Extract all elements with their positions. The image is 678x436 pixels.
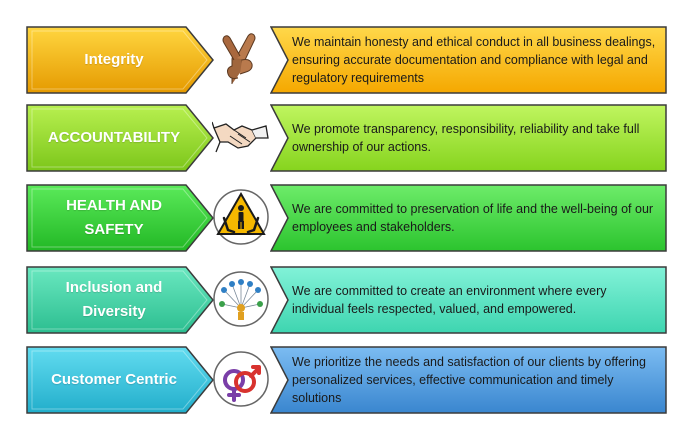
value-title: Integrity	[84, 50, 144, 68]
handshake-icon	[212, 108, 270, 166]
value-arrow: Inclusion and Diversity	[26, 266, 214, 334]
people-network-icon	[212, 270, 270, 328]
value-arrow: ACCOUNTABILITY	[26, 104, 214, 172]
value-arrow: Integrity	[26, 26, 214, 94]
value-description-box: We promote transparency, responsibility,…	[270, 104, 667, 172]
value-description-box: We maintain honesty and ethical conduct …	[270, 26, 667, 94]
value-description: We are committed to create an environmen…	[292, 283, 607, 316]
value-description: We are committed to preservation of life…	[292, 201, 654, 234]
value-arrow: HEALTH AND SAFETY	[26, 184, 214, 252]
value-description-box: We are committed to create an environmen…	[270, 266, 667, 334]
value-description: We prioritize the needs and satisfaction…	[292, 354, 646, 405]
crossed-fingers-icon	[212, 30, 270, 88]
value-title: Customer Centric	[51, 370, 177, 388]
value-arrow: Customer Centric	[26, 346, 214, 414]
value-description: We maintain honesty and ethical conduct …	[292, 34, 656, 85]
value-description-box: We are committed to preservation of life…	[270, 184, 667, 252]
value-description: We promote transparency, responsibility,…	[292, 121, 640, 154]
value-description-box: We prioritize the needs and satisfaction…	[270, 346, 667, 414]
gender-symbols-icon	[212, 350, 270, 408]
value-title: ACCOUNTABILITY	[47, 128, 181, 146]
value-title: HEALTH AND SAFETY	[66, 196, 162, 238]
value-title: Inclusion and Diversity	[65, 278, 163, 320]
safety-hands-person-icon	[212, 188, 270, 246]
